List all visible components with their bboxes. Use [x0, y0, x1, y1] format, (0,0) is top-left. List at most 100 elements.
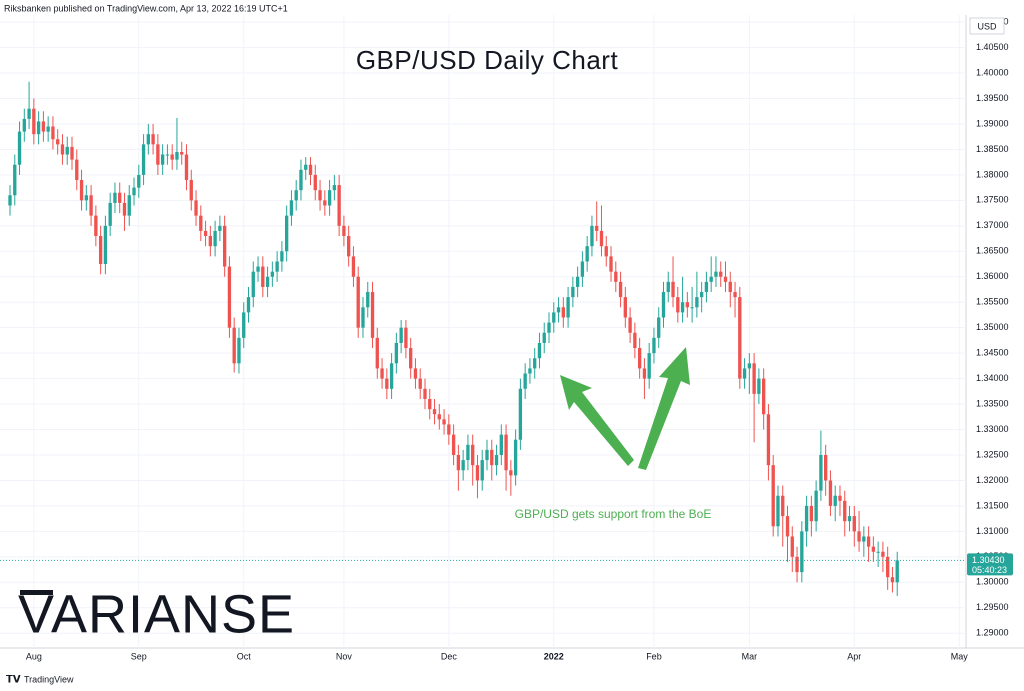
candle-body — [141, 144, 146, 175]
candle-body — [65, 146, 69, 155]
x-tick-label: Nov — [336, 651, 353, 661]
candle-body — [41, 121, 46, 132]
candle-body — [628, 317, 632, 333]
last-price-label: 1.30430 — [972, 555, 1005, 565]
candle-body — [428, 398, 432, 410]
candle-body — [79, 179, 84, 201]
candle-body — [847, 516, 852, 522]
candle-body — [790, 536, 794, 557]
logo-text: VARIANSE — [18, 584, 295, 644]
chart-title: GBP/USD Daily Chart — [356, 45, 619, 75]
candle-body — [199, 215, 203, 231]
candle-body — [299, 169, 303, 191]
y-tick-label: 1.29500 — [976, 602, 1009, 612]
candle-body — [642, 368, 647, 379]
candle-body — [886, 556, 890, 578]
candle-body — [275, 261, 279, 272]
y-tick-label: 1.34500 — [976, 348, 1009, 358]
candle-body — [351, 256, 356, 277]
candle-body — [327, 190, 332, 206]
candle-body — [98, 236, 103, 265]
candle-body — [160, 154, 165, 165]
candle-body — [657, 317, 661, 338]
candle-body — [409, 348, 413, 369]
candle-body — [103, 225, 108, 265]
candle-body — [785, 516, 790, 537]
y-tick-label: 1.32000 — [976, 475, 1009, 485]
candle-body — [108, 202, 112, 226]
y-tick-label: 1.31000 — [976, 526, 1009, 536]
candle-body — [208, 236, 213, 247]
x-tick-label: Dec — [441, 651, 458, 661]
candle-body — [814, 490, 818, 522]
candle-body — [666, 281, 670, 293]
candle-body — [113, 192, 117, 203]
candle-body — [723, 276, 728, 282]
candle-body — [542, 332, 546, 343]
candle-body — [466, 444, 470, 461]
candle-body — [156, 144, 160, 165]
candle-body — [709, 276, 713, 282]
candle-body — [251, 271, 255, 298]
candle-body — [232, 327, 236, 364]
candle-body — [180, 151, 184, 155]
y-tick-label: 1.33500 — [976, 398, 1009, 408]
candle-body — [742, 368, 747, 379]
candle-body — [304, 164, 308, 170]
candle-body — [824, 454, 828, 481]
candle-body — [203, 230, 208, 237]
candle-body — [647, 353, 651, 379]
candle-body — [752, 363, 756, 394]
candle-body — [375, 337, 379, 369]
axes: 1.290001.295001.300001.305001.310001.315… — [26, 17, 1013, 661]
candle-body — [222, 225, 227, 267]
x-tick-label: 2022 — [544, 651, 564, 661]
y-tick-label: 1.38000 — [976, 169, 1009, 179]
candle-body — [513, 439, 518, 476]
candle-body — [633, 332, 637, 349]
candle-body — [265, 276, 270, 287]
candle-body — [676, 297, 680, 313]
logo: VARIANSE — [18, 584, 295, 644]
x-tick-label: Mar — [742, 651, 758, 661]
candle-body — [218, 225, 222, 231]
candle-body — [447, 424, 451, 435]
candle-body — [242, 312, 246, 338]
candle-body — [890, 577, 895, 583]
candle-body — [423, 388, 427, 399]
candle-body — [494, 454, 499, 466]
candle-body — [94, 215, 98, 237]
candle-body — [380, 368, 384, 379]
candle-body — [509, 470, 513, 476]
candle-body — [733, 292, 737, 298]
candle-body — [461, 460, 465, 471]
candle-body — [213, 230, 217, 247]
candle-body — [833, 495, 837, 506]
candle-body — [294, 190, 298, 201]
candle-body — [389, 363, 394, 389]
candle-body — [637, 348, 642, 369]
countdown: 05:40:23 — [972, 565, 1007, 575]
logo-bar — [20, 590, 53, 595]
candle-body — [356, 276, 360, 328]
candle-body — [881, 551, 885, 557]
y-tick-label: 1.35500 — [976, 297, 1009, 307]
candle-body — [280, 251, 284, 262]
candle-body — [719, 271, 723, 277]
y-tick-label: 1.37000 — [976, 220, 1009, 230]
candle-body — [51, 126, 55, 140]
candle-body — [547, 322, 551, 333]
candle-body — [246, 297, 251, 313]
y-tick-label: 1.33000 — [976, 424, 1009, 434]
arrow — [560, 375, 634, 466]
candle-body — [8, 195, 12, 206]
candle-body — [795, 556, 799, 573]
candle-body — [13, 164, 17, 196]
candle-body — [432, 409, 437, 415]
candle-body — [332, 185, 337, 191]
candle-body — [413, 368, 418, 379]
x-tick-label: Feb — [646, 651, 662, 661]
candle-body — [838, 495, 842, 501]
candle-body — [261, 266, 265, 287]
